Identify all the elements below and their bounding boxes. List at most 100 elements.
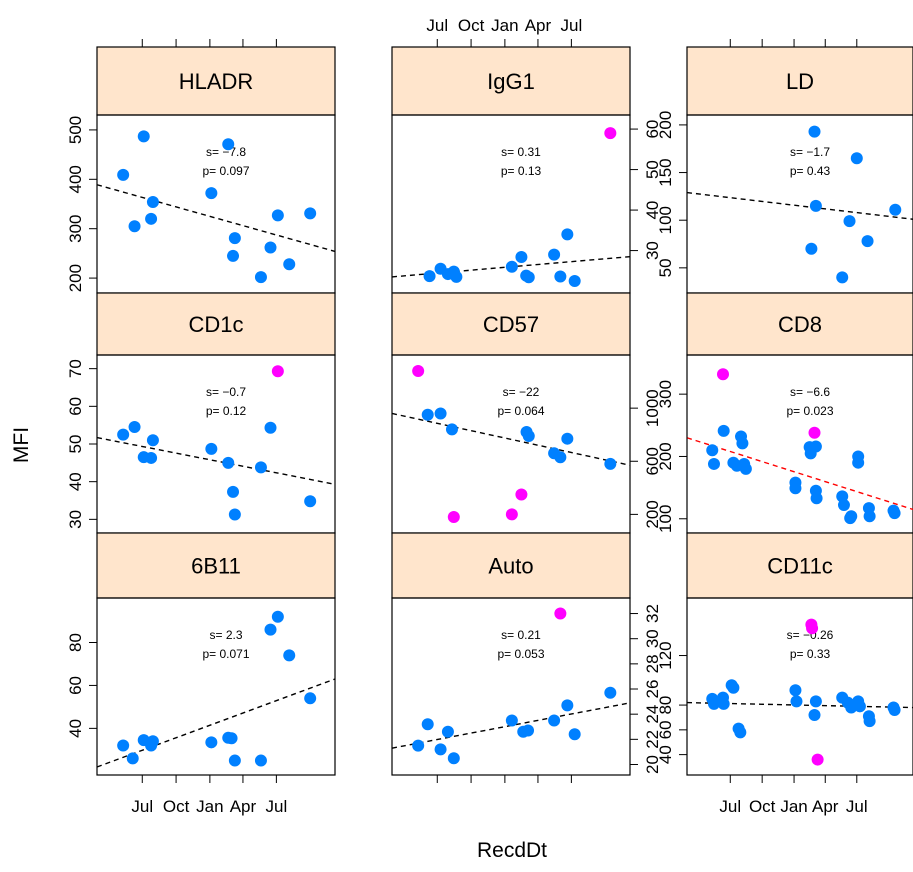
fit-line-cd8 bbox=[686, 437, 913, 511]
data-point-cd8 bbox=[716, 368, 729, 381]
data-point-6b11 bbox=[254, 754, 267, 767]
data-point-cd57 bbox=[561, 432, 574, 445]
data-point-cd57 bbox=[434, 407, 447, 420]
y-tick-label-hladr: 400 bbox=[66, 165, 85, 193]
data-point-6b11 bbox=[283, 649, 296, 662]
x-tick-label-top-igg1: Apr bbox=[525, 16, 552, 35]
pvalue-label-cd57: p= 0.064 bbox=[497, 404, 544, 418]
strip-label-6b11: 6B11 bbox=[191, 554, 241, 579]
data-point-cd11c bbox=[734, 726, 747, 739]
y-tick-label-cd8: 300 bbox=[656, 380, 675, 408]
data-point-auto bbox=[434, 743, 447, 756]
data-point-cd8 bbox=[888, 507, 901, 520]
data-point-ld bbox=[861, 235, 874, 248]
data-point-cd57 bbox=[421, 408, 434, 421]
data-point-cd11c bbox=[811, 753, 824, 766]
y-tick-label-cd8: 100 bbox=[656, 505, 675, 533]
data-point-cd8 bbox=[863, 510, 876, 523]
pvalue-label-igg1: p= 0.13 bbox=[501, 164, 542, 178]
data-point-cd8 bbox=[809, 440, 822, 453]
y-tick-label-igg1: 30 bbox=[643, 241, 662, 260]
data-point-cd1c bbox=[222, 456, 235, 469]
strip-cd1c bbox=[96, 292, 336, 356]
pvalue-label-6b11: p= 0.071 bbox=[202, 647, 249, 661]
data-point-ld bbox=[836, 271, 849, 284]
data-point-cd57 bbox=[505, 508, 518, 521]
strip-label-igg1: IgG1 bbox=[487, 69, 535, 94]
data-point-cd1c bbox=[304, 495, 317, 508]
data-point-auto bbox=[548, 714, 561, 727]
y-tick-label-auto: 30 bbox=[643, 629, 662, 648]
pvalue-label-ld: p= 0.43 bbox=[790, 164, 831, 178]
data-point-cd8 bbox=[717, 424, 730, 437]
data-point-ld bbox=[805, 242, 818, 255]
data-point-cd1c bbox=[227, 485, 240, 498]
x-tick-label-top-igg1: Oct bbox=[458, 16, 485, 35]
panel-frame-hladr bbox=[96, 114, 336, 294]
data-point-cd11c bbox=[790, 695, 803, 708]
data-point-cd8 bbox=[736, 437, 749, 450]
data-point-auto bbox=[412, 739, 425, 752]
y-tick-label-auto: 28 bbox=[643, 654, 662, 673]
y-tick-label-cd1c: 50 bbox=[66, 435, 85, 454]
data-point-6b11 bbox=[304, 692, 317, 705]
fit-line-ld bbox=[686, 191, 913, 220]
data-point-hladr bbox=[264, 241, 277, 254]
y-tick-label-igg1: 40 bbox=[643, 201, 662, 220]
y-tick-label-cd1c: 40 bbox=[66, 472, 85, 491]
data-point-cd1c bbox=[117, 428, 130, 441]
y-tick-label-auto: 22 bbox=[643, 730, 662, 749]
x-tick-label-cd11c: Jul bbox=[846, 797, 868, 816]
data-point-cd8 bbox=[707, 457, 720, 470]
data-point-hladr bbox=[227, 249, 240, 262]
data-point-cd8 bbox=[808, 426, 821, 439]
data-point-cd11c bbox=[789, 684, 802, 697]
strip-cd57 bbox=[391, 292, 631, 356]
data-point-igg1 bbox=[515, 251, 528, 264]
x-tick-label-6b11: Jul bbox=[131, 797, 153, 816]
x-tick-label-top-igg1: Jul bbox=[561, 16, 583, 35]
data-point-cd8 bbox=[852, 456, 865, 469]
data-point-hladr bbox=[128, 220, 141, 233]
y-tick-label-cd11c: 80 bbox=[656, 696, 675, 715]
data-point-hladr bbox=[145, 212, 158, 225]
slope-label-cd11c: s= −0.26 bbox=[787, 628, 834, 642]
y-tick-label-cd57: 200 bbox=[643, 500, 662, 528]
x-tick-label-6b11: Jan bbox=[196, 797, 223, 816]
data-point-igg1 bbox=[568, 274, 581, 287]
strip-6b11 bbox=[96, 532, 336, 599]
strip-auto bbox=[391, 532, 631, 599]
data-point-ld bbox=[808, 125, 821, 138]
data-point-hladr bbox=[137, 130, 150, 143]
strip-igg1 bbox=[391, 46, 631, 116]
data-point-igg1 bbox=[450, 270, 463, 283]
slope-label-hladr: s= −7.8 bbox=[206, 145, 246, 159]
x-tick-label-6b11: Apr bbox=[230, 797, 257, 816]
strip-label-hladr: HLADR bbox=[179, 69, 254, 94]
x-tick-label-cd11c: Jan bbox=[780, 797, 807, 816]
data-point-cd11c bbox=[717, 697, 730, 710]
slope-label-auto: s= 0.21 bbox=[501, 628, 541, 642]
x-tick-label-6b11: Oct bbox=[163, 797, 190, 816]
strip-cd8 bbox=[686, 292, 913, 356]
data-point-auto bbox=[441, 725, 454, 738]
y-tick-label-cd57: 1000 bbox=[643, 389, 662, 427]
data-point-igg1 bbox=[522, 271, 535, 284]
data-point-ld bbox=[889, 203, 902, 216]
data-point-6b11 bbox=[271, 610, 284, 623]
data-point-igg1 bbox=[561, 228, 574, 241]
x-tick-label-cd11c: Jul bbox=[719, 797, 741, 816]
data-point-auto bbox=[505, 714, 518, 727]
panel-frame-6b11 bbox=[96, 597, 336, 776]
y-tick-label-cd8: 200 bbox=[656, 442, 675, 470]
data-point-cd8 bbox=[789, 482, 802, 495]
data-point-cd11c bbox=[707, 697, 720, 710]
data-point-cd11c bbox=[808, 708, 821, 721]
x-tick-label-top-igg1: Jan bbox=[491, 16, 518, 35]
panel-frame-ld bbox=[686, 114, 913, 294]
y-tick-label-hladr: 200 bbox=[66, 264, 85, 292]
y-tick-label-6b11: 60 bbox=[66, 676, 85, 695]
data-point-cd1c bbox=[146, 434, 159, 447]
data-point-cd11c bbox=[809, 695, 822, 708]
